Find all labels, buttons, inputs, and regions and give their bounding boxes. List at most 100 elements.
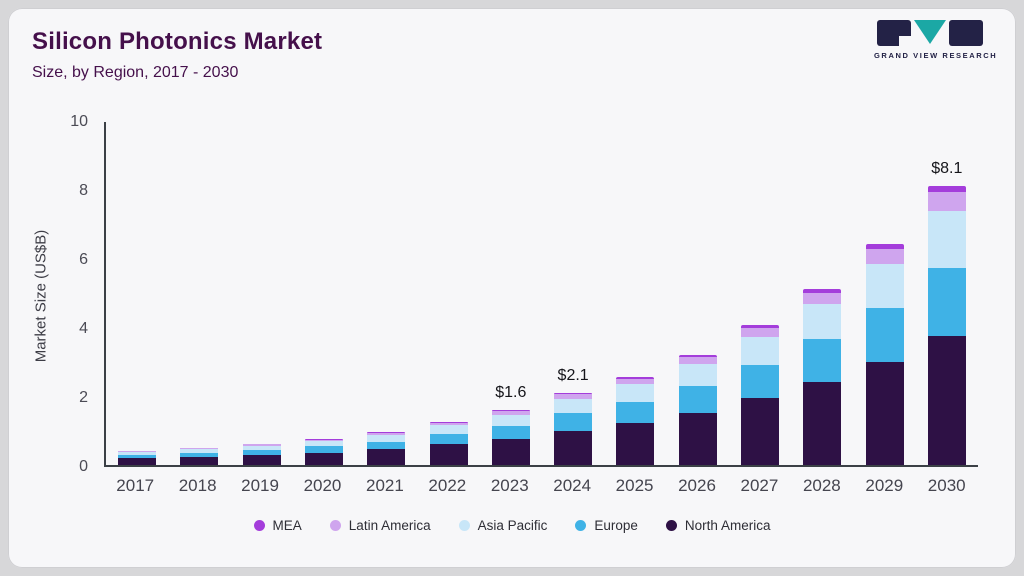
value-annotation: $1.6 <box>495 383 527 401</box>
bar-segment-mea <box>429 421 468 423</box>
x-tick-label: 2020 <box>303 476 342 495</box>
bar-stack <box>554 392 593 465</box>
bar-segment-europe <box>678 386 717 413</box>
legend-label: MEA <box>272 518 302 533</box>
bar-segment-north-america <box>803 381 842 465</box>
bar-segment-north-america <box>616 422 655 465</box>
y-tick-label: 0 <box>79 458 88 475</box>
bar-segment-north-america <box>367 449 406 465</box>
x-tick-label: 2019 <box>241 476 279 495</box>
bar-segment-north-america <box>865 361 904 465</box>
bar-segment-europe <box>803 339 842 382</box>
bar-stack <box>927 185 966 465</box>
bar-segment-europe <box>367 441 406 450</box>
bar-segment-latin-america <box>554 394 593 399</box>
bar-segment-north-america <box>491 438 530 465</box>
bar-stack <box>429 421 468 465</box>
bar-column-2029 <box>865 122 904 465</box>
bar-segment-europe <box>554 413 593 431</box>
legend-dot-icon <box>665 520 677 531</box>
x-tick-label: 2017 <box>116 476 155 495</box>
legend-item-europe: Europe <box>575 518 638 533</box>
x-tick-label: 2021 <box>365 476 404 495</box>
bar-segment-europe <box>491 425 530 439</box>
bar-segment-mea <box>367 432 406 433</box>
bar-segment-europe <box>304 446 343 453</box>
bar-segment-asia-pacific <box>865 263 904 309</box>
bar-segment-mea <box>491 409 530 412</box>
bar-segment-latin-america <box>927 192 966 212</box>
bar-segment-asia-pacific <box>927 211 966 269</box>
y-tick-label: 6 <box>79 251 88 268</box>
y-axis: 0 2 4 6 8 10 <box>48 113 98 475</box>
x-tick-label: 2026 <box>678 476 716 495</box>
x-tick-label: 2018 <box>178 476 217 495</box>
bar-column-2030: $8.1 <box>927 122 966 465</box>
bar-segment-north-america <box>180 456 219 465</box>
bar-segment-asia-pacific <box>491 414 530 426</box>
legend-label: Latin America <box>348 518 431 533</box>
bar-segment-latin-america <box>118 451 157 453</box>
bar-segment-latin-america <box>491 411 530 415</box>
bar-column-2021 <box>367 122 406 465</box>
bar-segment-latin-america <box>678 357 717 364</box>
bar-segment-asia-pacific <box>803 304 842 340</box>
legend-item-latin-america: Latin America <box>329 518 431 533</box>
bar-column-2026 <box>678 122 717 465</box>
bar-segment-north-america <box>740 398 779 465</box>
logo-mark <box>874 20 986 48</box>
bar-segment-latin-america <box>740 328 779 338</box>
legend-dot-icon <box>575 520 587 531</box>
bar-column-2028 <box>803 122 842 465</box>
bar-segment-north-america <box>429 444 468 465</box>
y-tick-label: 2 <box>79 389 88 406</box>
bar-stack <box>367 432 406 465</box>
chart: Market Size (US$B) 0 2 4 6 8 10 $1.6 $2.1 $8.1 … <box>8 108 1016 544</box>
x-tick-label: 2027 <box>740 476 779 495</box>
bar-segment-mea <box>242 443 281 445</box>
legend-dot-icon <box>458 520 470 531</box>
bar-segment-latin-america <box>803 293 842 305</box>
legend-item-mea: MEA <box>253 518 302 533</box>
grand-view-research-logo: GRAND VIEW RESEARCH <box>874 20 996 60</box>
bar-stack <box>491 409 530 465</box>
bar-segment-mea <box>616 376 655 379</box>
bar-segment-mea <box>304 438 343 440</box>
bar-column-2020 <box>304 122 343 465</box>
bar-segment-mea <box>678 354 717 358</box>
bar-segment-mea <box>803 289 842 294</box>
chart-card: Silicon Photonics Market Size, by Region… <box>8 8 1016 568</box>
bar-stack <box>803 289 842 465</box>
y-tick-label: 8 <box>79 182 88 199</box>
bar-segment-latin-america <box>180 448 219 450</box>
legend-label: Europe <box>594 518 638 533</box>
bar-segment-latin-america <box>367 432 406 436</box>
y-tick-label: 4 <box>79 320 88 337</box>
bar-segment-europe <box>927 268 966 336</box>
bar-column-2022 <box>429 122 468 465</box>
bar-column-2019 <box>242 122 281 465</box>
bar-segment-north-america <box>927 335 966 465</box>
bar-segment-north-america <box>678 412 717 465</box>
bar-segment-asia-pacific <box>242 445 281 450</box>
bar-segment-europe <box>180 452 219 457</box>
x-axis: 2017 2018 2019 2020 2021 2022 2023 2024 2025 2026… <box>104 476 978 496</box>
value-annotation: $8.1 <box>931 159 963 177</box>
bar-segment-mea <box>865 244 904 250</box>
logo-block-left <box>877 20 911 46</box>
bar-column-2025 <box>616 122 655 465</box>
bar-stack <box>304 438 343 465</box>
x-tick-label: 2024 <box>553 476 592 495</box>
bar-segment-asia-pacific <box>678 363 717 386</box>
value-annotation: $2.1 <box>557 366 589 384</box>
x-tick-label: 2025 <box>615 476 654 495</box>
bar-segment-europe <box>616 401 655 423</box>
bar-segment-asia-pacific <box>180 449 219 453</box>
bar-segment-europe <box>740 364 779 399</box>
bar-segment-asia-pacific <box>616 384 655 402</box>
y-tick-label: 10 <box>70 113 88 130</box>
x-tick-label: 2022 <box>428 476 467 495</box>
bar-segment-latin-america <box>616 378 655 385</box>
bar-column-2017 <box>118 122 157 465</box>
bar-segment-north-america <box>118 458 157 465</box>
